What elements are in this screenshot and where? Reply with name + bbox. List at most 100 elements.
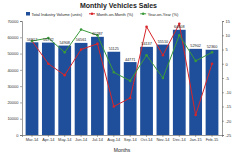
data-label: 56912 — [27, 38, 38, 42]
axis-line — [223, 22, 225, 136]
marker — [162, 54, 165, 57]
y2-tick-label: -10 — [226, 90, 233, 95]
data-label: 54137 — [141, 42, 152, 46]
tick: Dec-14 — [173, 135, 187, 142]
tick: 20000 — [7, 100, 22, 105]
marker — [129, 80, 132, 83]
data-label: 55510 — [158, 40, 169, 44]
y-tick-label: 30000 — [7, 84, 19, 89]
data-label: 64608 — [174, 25, 185, 29]
legend-marker — [91, 13, 93, 15]
marker — [145, 25, 148, 28]
y2-tick-label: 5 — [226, 47, 229, 52]
tick: 40000 — [7, 68, 22, 73]
marker — [194, 60, 197, 63]
tick-mark — [222, 121, 224, 122]
legend-label: Total Industry Volume (units) — [32, 12, 83, 17]
data-label: 60287 — [92, 32, 103, 36]
legend-marker — [142, 13, 144, 15]
tick: -10 — [222, 90, 232, 95]
bar — [91, 37, 104, 135]
marker — [194, 114, 197, 117]
legend-swatch — [89, 13, 95, 14]
y-tick-label: 70000 — [7, 19, 19, 24]
marker — [113, 105, 116, 108]
x-tick-label: Aug-14 — [107, 137, 121, 142]
tick: Oct-14 — [141, 135, 154, 142]
marker — [96, 43, 99, 46]
marker — [145, 54, 148, 57]
line — [32, 24, 212, 115]
x-tick-label: Mar-14 — [26, 137, 39, 142]
marker — [63, 74, 66, 77]
chart: Monthly Vehicles Sales569125673254908565… — [0, 0, 237, 157]
tick-mark — [222, 92, 224, 93]
bar — [58, 46, 71, 135]
tick-mark — [20, 119, 22, 120]
tick: 70000 — [7, 19, 22, 24]
legend-swatch — [140, 13, 146, 14]
tick: Jan-15 — [190, 135, 203, 142]
tick: Aug-14 — [107, 135, 121, 142]
y-tick-label: 0 — [16, 133, 19, 138]
bar — [107, 52, 120, 135]
tick-mark — [222, 50, 224, 51]
y2-tick-label: -20 — [226, 119, 233, 124]
legend-label: Year-on-Year (%) — [148, 12, 179, 17]
marker — [178, 34, 181, 37]
tick: 50000 — [7, 51, 22, 56]
marker — [162, 77, 165, 80]
legend-swatch — [26, 12, 30, 16]
y2-tick-label: -15 — [226, 104, 233, 109]
tick-mark — [20, 86, 22, 87]
x-tick-label: Oct-14 — [141, 137, 154, 142]
x-tick-label: Jan-15 — [190, 137, 203, 142]
tick: May-14 — [58, 135, 72, 142]
y2-tick-label: 0 — [226, 62, 229, 67]
tick: 15 — [222, 19, 231, 24]
data-label: 51125 — [109, 47, 119, 51]
legend-item: Month-on-Month (%) — [89, 12, 134, 17]
tick: -15 — [222, 104, 232, 109]
tick-mark — [20, 21, 22, 22]
data-labels: 5691256732549085656160287511254477154137… — [27, 25, 218, 61]
y2-tick-label: 10 — [226, 33, 231, 38]
x-tick-label: Sep-14 — [124, 137, 138, 142]
x-tick-label: Feb-15 — [206, 137, 219, 142]
tick: -25 — [222, 133, 232, 138]
x-tick-label: Jun-14 — [75, 137, 88, 142]
marker — [211, 62, 214, 65]
x-tick-label: Nov-14 — [156, 137, 170, 142]
tick-mark — [222, 78, 224, 79]
tick-mark — [20, 70, 22, 71]
x-axis-title: Months — [114, 147, 131, 153]
legend-item: Total Industry Volume (units) — [26, 12, 83, 17]
marker — [211, 51, 214, 54]
axis-line — [20, 22, 23, 136]
bar — [157, 45, 170, 135]
tick: Mar-14 — [26, 135, 39, 142]
y2-axis: -25-20-15-10-5051015 — [222, 19, 232, 138]
x-tick-label: Jul-14 — [92, 137, 104, 142]
y-tick-label: 50000 — [7, 51, 19, 56]
tick: Sep-14 — [124, 135, 138, 142]
legend-label: Month-on-Month (%) — [96, 12, 133, 17]
plot: 5691256732549085656160287511254477154137… — [7, 19, 232, 143]
marker — [113, 71, 116, 74]
x-tick-label: Dec-14 — [173, 137, 187, 142]
marks — [26, 23, 219, 135]
tick-mark — [20, 102, 22, 103]
tick: Feb-15 — [206, 135, 219, 142]
tick: 60000 — [7, 35, 22, 40]
tick: Apr-14 — [42, 135, 55, 142]
bar — [26, 42, 39, 135]
legend-item: Year-on-Year (%) — [140, 12, 179, 17]
y-tick-label: 20000 — [7, 100, 19, 105]
y2-tick-label: -25 — [226, 133, 233, 138]
x-axis: Mar-14Apr-14May-14Jun-14 Jul-14Aug-14Sep-… — [23, 135, 223, 142]
data-label: 54908 — [59, 41, 70, 45]
tick: 0 — [222, 62, 229, 67]
marker — [80, 48, 83, 51]
legend: Total Industry Volume (units) Month-on-Mo… — [26, 12, 179, 17]
tick-mark — [222, 107, 224, 108]
